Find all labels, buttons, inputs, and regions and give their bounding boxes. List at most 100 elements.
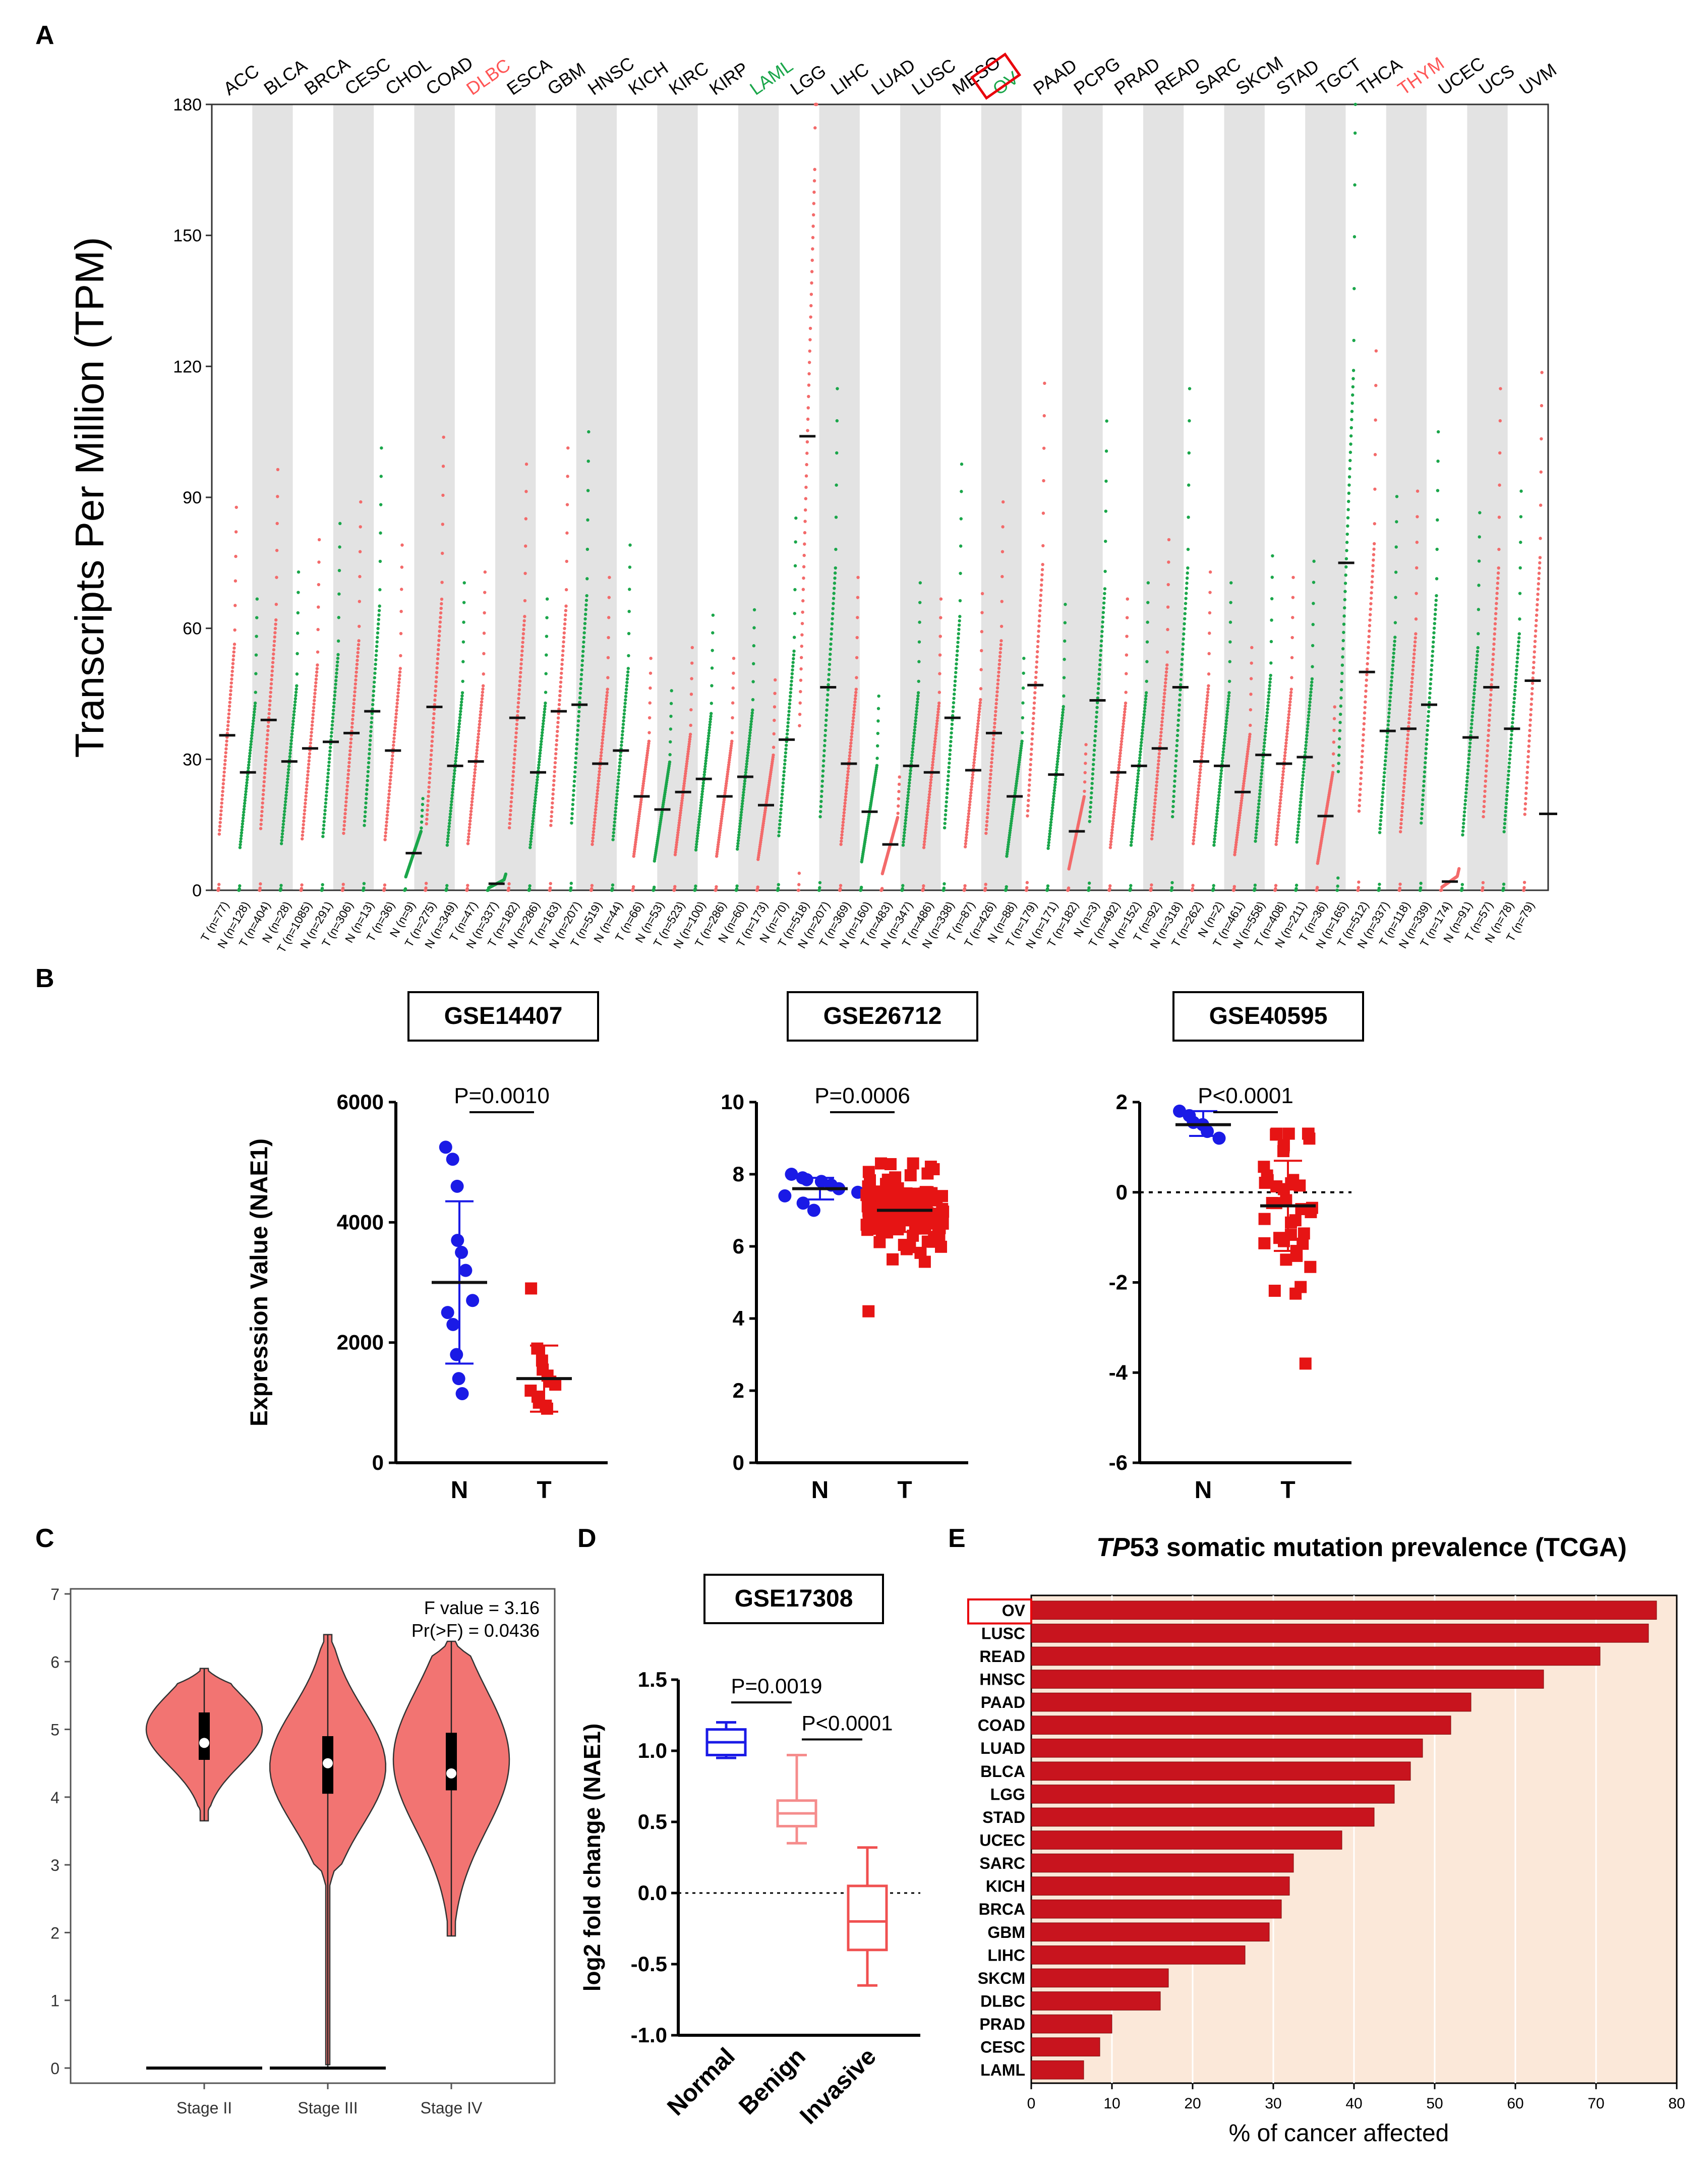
data-point-n	[1301, 774, 1305, 777]
data-point-t	[985, 824, 988, 827]
data-point-n	[332, 705, 336, 709]
data-point-t	[998, 655, 1002, 658]
data-point-n	[1087, 886, 1091, 890]
data-point-t	[259, 882, 262, 886]
data-point-t	[603, 719, 606, 723]
data-point-n	[585, 577, 589, 581]
data-point-n	[253, 704, 257, 708]
data-point-n	[281, 822, 285, 826]
data-point-t	[556, 729, 559, 733]
data-point-n	[948, 757, 952, 761]
data-point-n	[336, 639, 340, 643]
data-point-t	[268, 703, 272, 707]
data-point-t	[1359, 782, 1363, 786]
data-point-n	[279, 884, 283, 887]
data-point-t	[1407, 717, 1411, 720]
data-point-n	[903, 831, 906, 835]
data-point-n	[531, 822, 535, 826]
data-point-n	[621, 726, 625, 730]
data-point-t	[426, 799, 430, 803]
data-point-t	[730, 742, 733, 746]
data-point-n	[1005, 852, 1009, 856]
data-point-t	[1201, 738, 1205, 742]
bar-paad	[1031, 1692, 1471, 1712]
data-point-n	[1186, 547, 1190, 551]
data-point-t	[1403, 773, 1407, 777]
data-point-n	[1095, 715, 1098, 719]
data-point-t	[1527, 739, 1531, 743]
data-point-t	[439, 611, 443, 615]
data-point-n	[1346, 516, 1350, 520]
data-point-t	[473, 777, 476, 781]
data-point-n	[826, 698, 829, 702]
data-point-t	[1237, 819, 1241, 822]
data-point-n	[833, 587, 836, 590]
data-point-n	[829, 642, 833, 646]
tumor-point	[1302, 1127, 1314, 1140]
data-point-n	[1518, 592, 1522, 595]
data-point-t	[809, 315, 812, 319]
data-point-t	[399, 654, 402, 658]
data-point-t	[226, 720, 230, 724]
data-point-t	[999, 624, 1004, 628]
data-point-t	[1249, 677, 1253, 680]
data-point-t	[729, 751, 732, 755]
data-point-n	[1431, 650, 1435, 653]
data-point-n	[830, 622, 834, 625]
data-point-t	[510, 791, 514, 795]
data-point-n	[367, 765, 370, 769]
data-point-n	[447, 831, 450, 835]
data-point-n	[749, 722, 753, 726]
data-point-n	[911, 744, 915, 748]
data-point-t	[390, 764, 393, 768]
data-point-t	[724, 784, 728, 788]
data-point-n	[452, 772, 456, 775]
data-point-n	[1170, 815, 1174, 819]
data-point-t	[305, 791, 308, 794]
data-point-n	[326, 779, 329, 783]
data-point-n	[819, 805, 822, 809]
data-point-n	[445, 884, 449, 887]
data-point-n	[1059, 725, 1063, 729]
data-point-n	[1465, 776, 1469, 779]
data-point-n	[615, 792, 619, 796]
data-point-t	[438, 629, 441, 633]
data-point-n	[944, 817, 947, 821]
data-point-n	[950, 727, 954, 730]
data-point-n	[1144, 697, 1148, 701]
data-point-n	[704, 754, 709, 757]
data-point-t	[674, 850, 677, 854]
shade-band-tgct	[1305, 104, 1346, 890]
data-point-t	[841, 820, 845, 824]
p-value-label: P<0.0001	[1198, 1083, 1293, 1108]
data-point-n	[575, 733, 579, 737]
data-point-t	[978, 701, 982, 705]
data-point-n	[1505, 793, 1509, 797]
data-point-t	[1035, 655, 1039, 659]
data-point-t	[921, 887, 925, 891]
data-point-n	[1212, 884, 1215, 887]
data-point-n	[531, 825, 534, 829]
bar-blca	[1031, 1761, 1411, 1781]
data-point-n	[695, 837, 699, 841]
data-point-t	[644, 763, 647, 767]
data-point-t	[432, 716, 436, 720]
data-point-t	[470, 803, 474, 807]
data-point-t	[634, 840, 637, 844]
data-point-t	[978, 707, 981, 711]
data-point-t	[896, 816, 900, 819]
y-tick-label: 0	[192, 881, 202, 900]
data-point-t	[971, 773, 975, 777]
y-tick-label: 0	[50, 2059, 60, 2078]
data-point-n	[576, 719, 580, 723]
data-point-n	[1471, 703, 1475, 707]
data-point-t	[221, 782, 225, 785]
data-point-t	[1150, 837, 1154, 841]
data-point-t	[395, 709, 398, 712]
data-point-t	[1399, 818, 1403, 822]
data-point-t	[797, 872, 801, 875]
data-point-t	[1277, 817, 1280, 821]
data-point-t	[1482, 815, 1485, 819]
data-point-n	[917, 679, 920, 683]
chart-d-title: GSE17308	[703, 1574, 884, 1624]
